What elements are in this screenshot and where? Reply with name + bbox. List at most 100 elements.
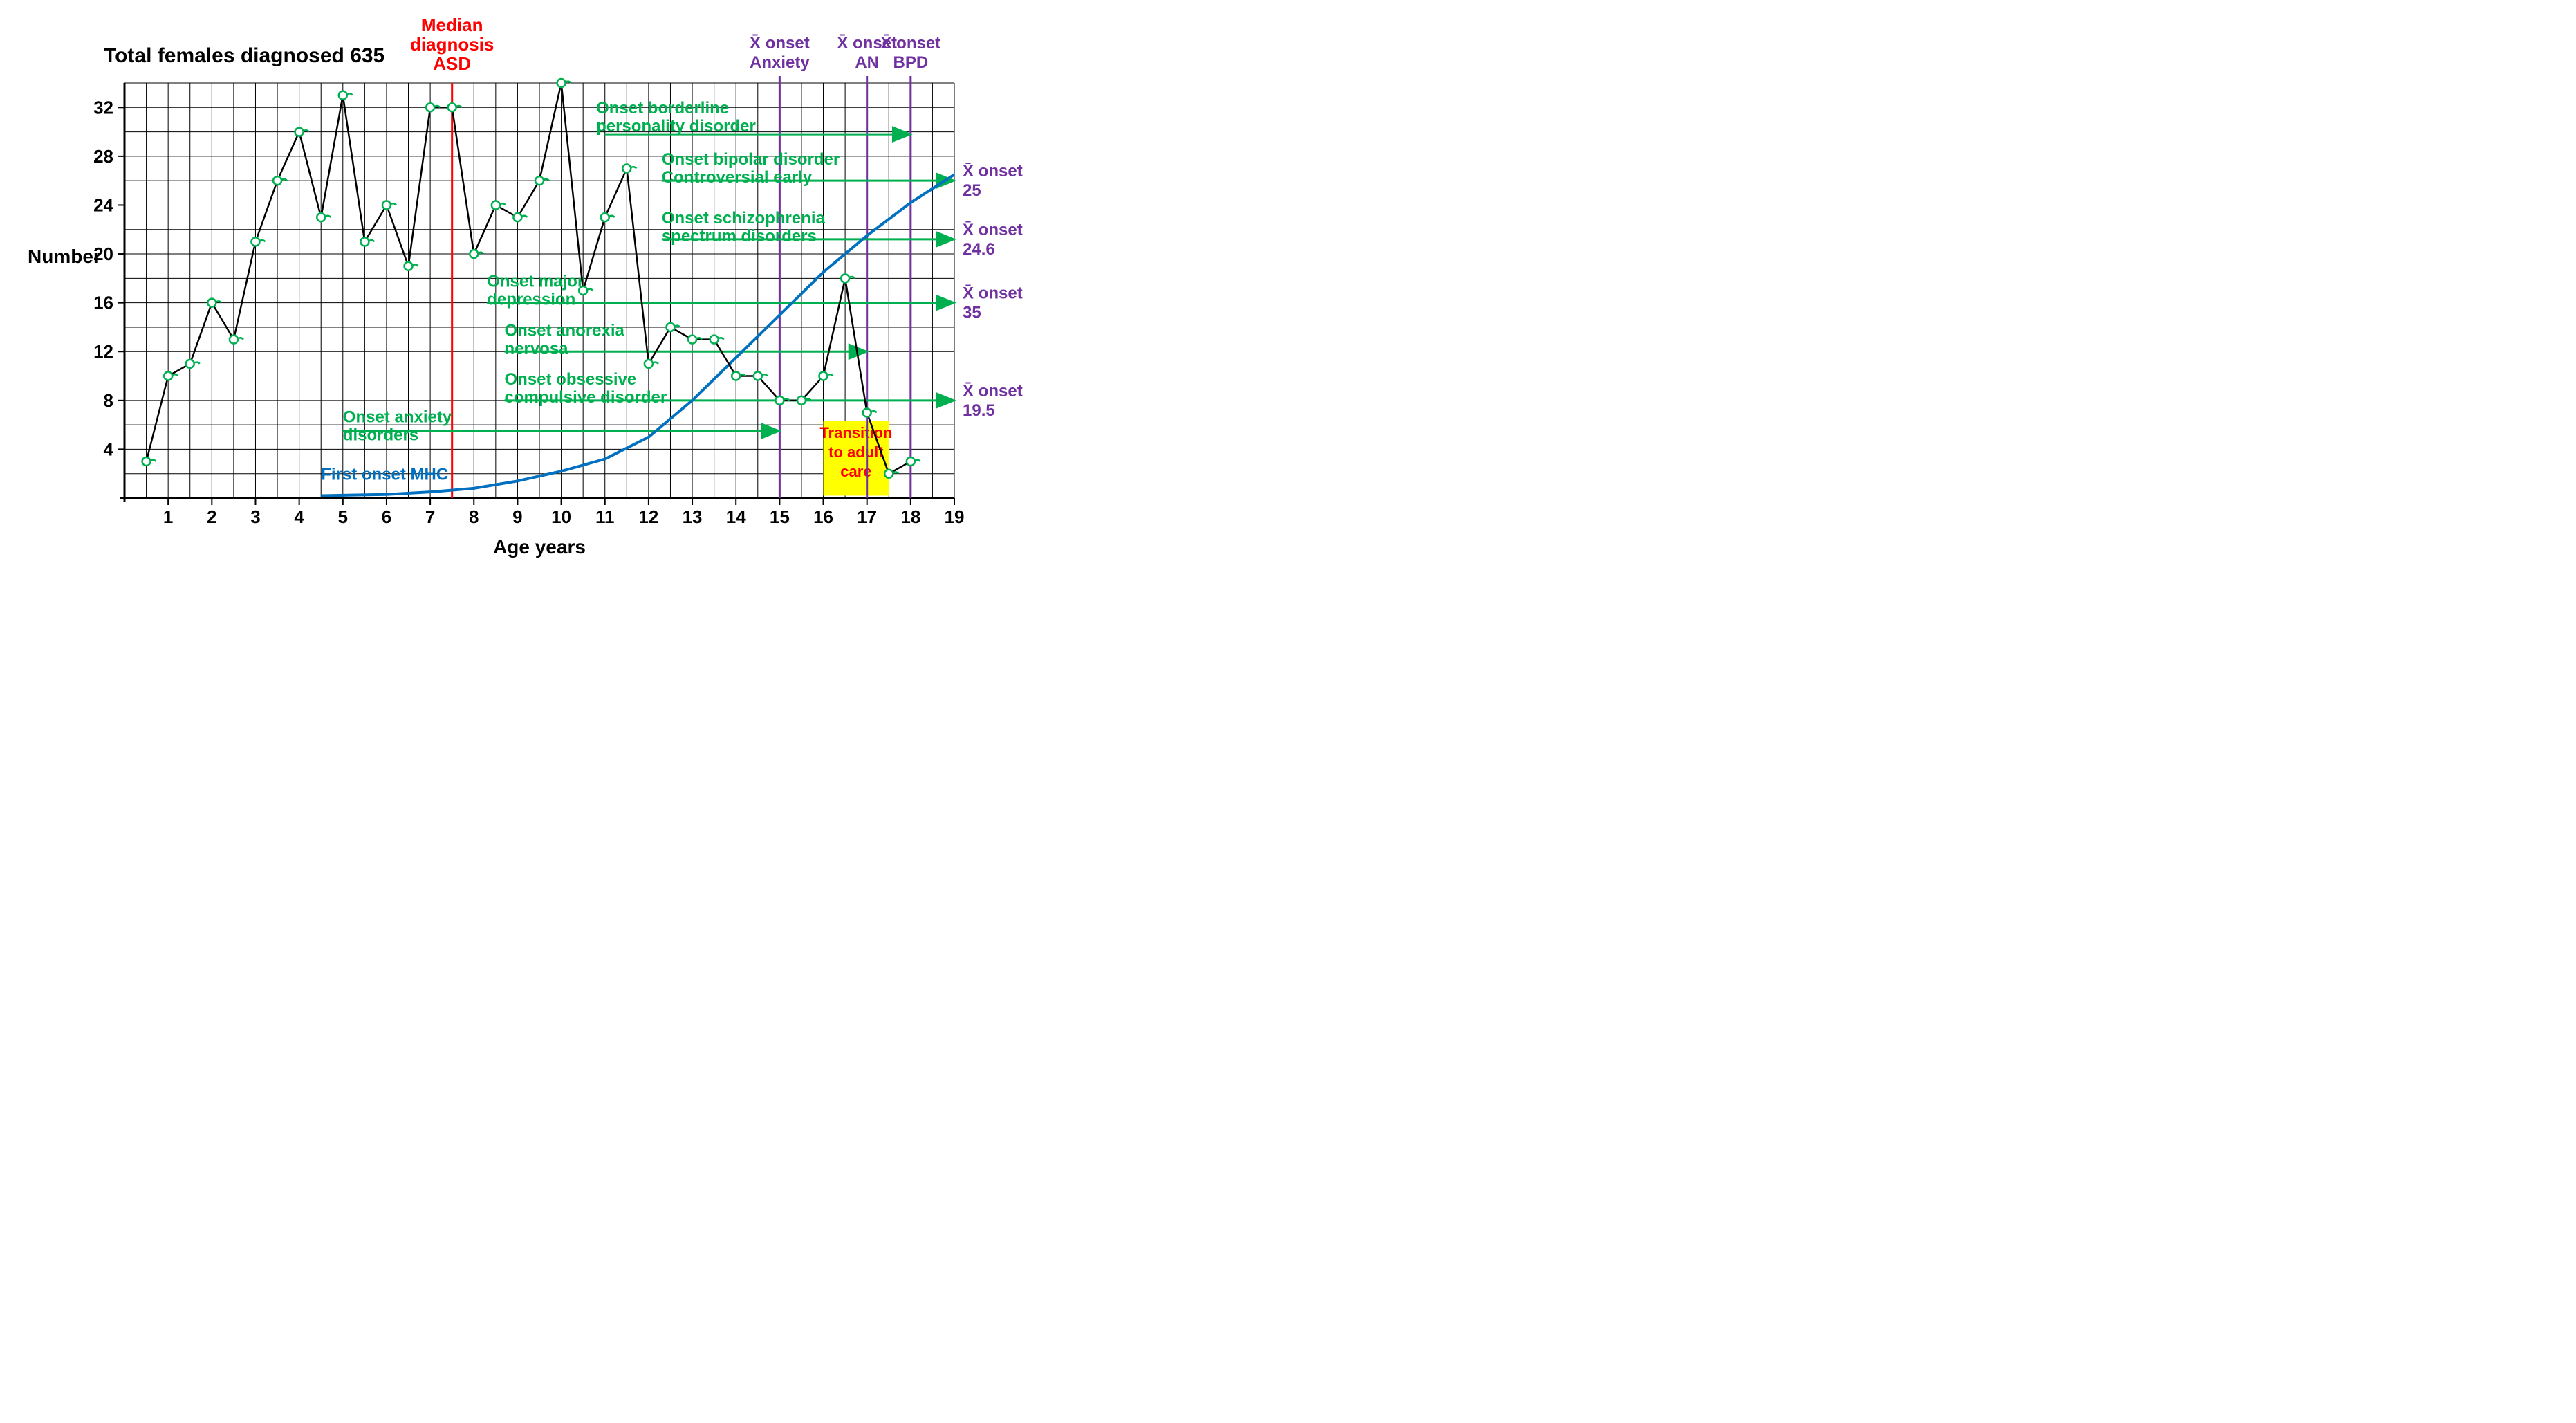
onset-arrow-label: Onset anxiety [343,408,452,427]
data-marker-tail [324,216,331,217]
x-tick-label: 13 [683,506,703,527]
data-marker-tail [609,216,615,217]
x-tick-label: 16 [813,506,833,527]
mhc-curve-label: First onset MHC [321,466,448,484]
data-marker [819,372,828,380]
onset-arrow-label: Onset borderline [596,99,729,118]
data-marker [164,372,172,380]
onset-right-label: 25 [963,181,981,200]
data-marker [557,79,566,87]
data-marker [339,91,347,100]
data-marker [142,457,151,466]
x-tick-label: 3 [250,506,260,527]
onset-vline-label: Anxiety [750,53,810,72]
onset-right-label: X̄ onset [963,284,1023,303]
data-marker [754,372,762,380]
onset-arrow-label: depression [487,291,575,309]
data-marker-tail [718,338,724,339]
onset-right-label: 19.5 [963,401,995,420]
chart-svg: Transitionto adultcare123456789101112131… [14,14,1037,581]
data-marker [317,213,325,221]
x-tick-label: 2 [207,506,216,527]
chart-container: Transitionto adultcare123456789101112131… [14,14,1037,581]
data-marker-tail [259,240,265,241]
data-marker [207,299,216,307]
x-tick-label: 14 [726,506,746,527]
data-marker [884,470,893,478]
data-marker [622,165,631,173]
y-axis-label: Number [28,246,101,267]
onset-vline-label: BPD [893,53,929,72]
onset-vline-label: AN [855,53,879,72]
data-marker-tail [237,338,243,339]
x-axis-label: Age years [493,536,586,558]
data-marker-tail [412,264,418,266]
onset-arrow-label: compulsive disorder [504,388,667,407]
data-marker [492,201,500,209]
onset-right-label: X̄ onset [963,221,1023,239]
onset-vline-label: X̄ onset [750,34,810,53]
onset-right-label: 35 [963,304,981,322]
onset-arrow-label: Controversial early [662,168,813,187]
x-tick-label: 18 [900,506,920,527]
x-tick-label: 11 [595,506,615,527]
x-tick-label: 15 [770,506,790,527]
onset-right-label: 24.6 [963,240,995,259]
data-marker-tail [586,289,593,291]
data-marker [645,360,653,368]
data-marker [360,237,369,246]
data-marker [273,176,281,185]
onset-arrow-label: spectrum disorders [662,227,817,246]
onset-arrow-label: Onset anorexia [504,321,624,340]
x-tick-label: 19 [945,506,965,527]
x-tick-label: 12 [638,506,658,527]
onset-arrow-label: Onset schizophrenia [662,209,826,228]
x-tick-label: 5 [338,506,348,527]
onset-right-label: X̄ onset [963,382,1023,401]
data-marker-tail [652,362,658,364]
data-marker [863,408,871,416]
y-tick-label: 12 [93,341,113,362]
data-marker-tail [194,362,200,364]
data-marker [775,396,784,405]
y-tick-label: 16 [93,293,113,313]
onset-arrow-label: Onset bipolar disorder [662,150,840,169]
data-marker [405,262,413,270]
data-marker-tail [368,240,374,241]
transition-text: Transition [819,424,892,441]
x-tick-label: 7 [425,506,435,527]
data-marker [230,336,238,344]
y-tick-label: 4 [104,439,114,459]
onset-arrow-label: disorders [343,426,418,445]
y-tick-label: 24 [93,194,113,215]
x-tick-label: 6 [382,506,391,527]
data-marker [732,372,740,380]
data-marker [688,336,696,344]
data-marker [601,213,609,221]
median-label: diagnosis [410,34,494,55]
data-marker [513,213,521,221]
onset-arrow-label: personality disorder [596,117,756,136]
data-marker [797,396,806,405]
chart-title: Total females diagnosed 635 [104,44,384,67]
data-marker [295,128,304,136]
data-marker [448,103,456,111]
y-tick-label: 28 [93,146,113,167]
onset-arrow-label: nervosa [504,339,568,358]
data-marker [666,323,674,331]
onset-arrow-label: Onset obsessive [504,370,636,389]
data-marker-tail [521,216,527,217]
x-tick-label: 8 [469,506,479,527]
data-marker [907,457,915,466]
x-tick-label: 1 [163,506,173,527]
x-tick-label: 10 [551,506,571,527]
x-tick-label: 9 [512,506,522,527]
median-label: Median [421,15,483,35]
onset-arrow-label: Onset major [487,273,584,291]
data-marker-tail [346,93,353,95]
data-marker [470,250,478,258]
data-marker [426,103,434,111]
data-marker [382,201,391,209]
y-tick-label: 32 [93,97,113,118]
data-marker [535,176,544,185]
